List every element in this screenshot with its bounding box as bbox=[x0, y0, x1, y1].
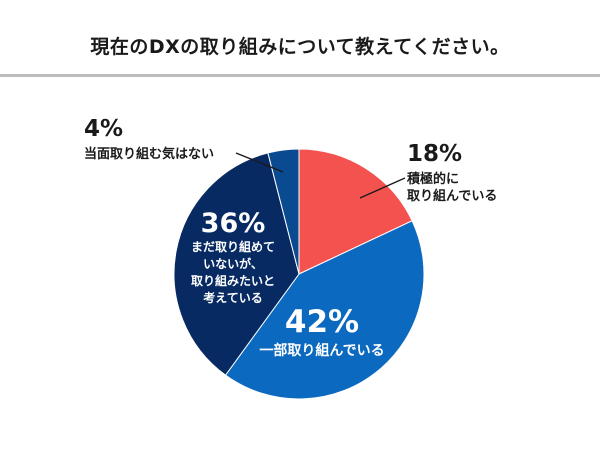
leader-line-none bbox=[235, 152, 284, 173]
pct-label-active: 18% bbox=[407, 141, 462, 167]
chart-title: 現在のDXの取り組みについて教えてください。 bbox=[90, 36, 510, 58]
slice-active bbox=[298, 148, 413, 275]
pct-label-partial: 42% bbox=[285, 304, 359, 340]
slice-planning bbox=[173, 152, 300, 376]
label-none: 当面取り組む気はない bbox=[84, 146, 214, 162]
title-divider bbox=[0, 74, 600, 77]
slice-none bbox=[267, 148, 300, 275]
label-line: まだ取り組めて bbox=[191, 239, 275, 254]
leader-line-active bbox=[359, 177, 406, 199]
label-line: 積極的に bbox=[406, 171, 459, 187]
label-line: いないが、 bbox=[203, 256, 263, 271]
pct-label-planning: 36% bbox=[201, 208, 266, 239]
label-active: 積極的に取り組んでいる bbox=[406, 171, 497, 204]
label-line: 一部取り組んでいる bbox=[259, 342, 384, 359]
label-line: 取り組みたいと bbox=[191, 273, 275, 288]
label-line: 当面取り組む気はない bbox=[84, 146, 214, 162]
slice-partial bbox=[224, 220, 425, 400]
label-partial: 一部取り組んでいる bbox=[259, 342, 384, 359]
pct-label-none: 4% bbox=[84, 116, 123, 142]
label-line: 考えている bbox=[203, 290, 262, 305]
label-line: 取り組んでいる bbox=[407, 188, 497, 204]
label-planning: まだ取り組めていないが、取り組みたいと考えている bbox=[191, 239, 275, 305]
